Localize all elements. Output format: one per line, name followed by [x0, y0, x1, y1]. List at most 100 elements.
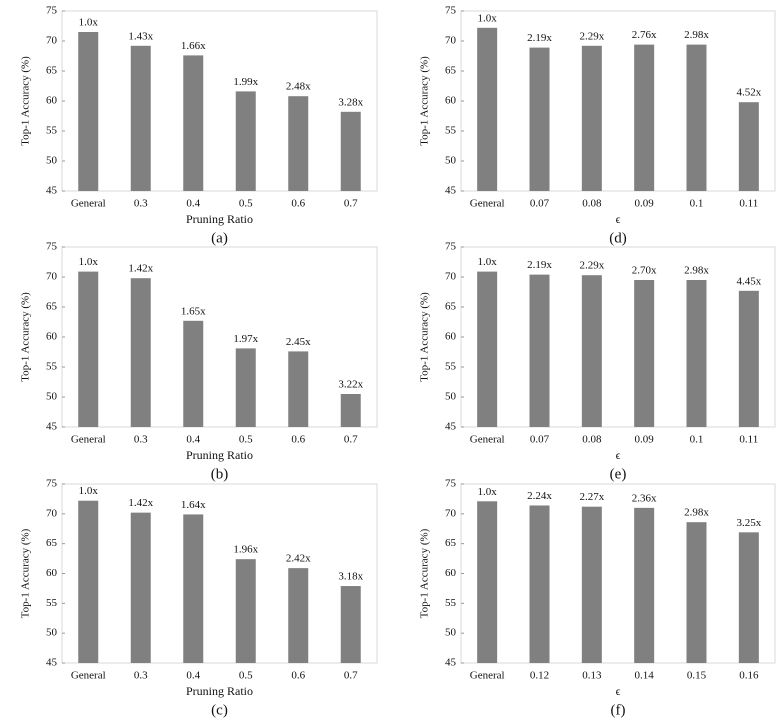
bar	[78, 500, 99, 663]
y-tick-label: 45	[445, 657, 457, 669]
bar-label: 1.65x	[181, 305, 206, 317]
bar-label: 1.0x	[79, 485, 99, 497]
bar	[581, 45, 602, 191]
y-tick-label: 60	[46, 95, 58, 107]
x-tick-label: 0.13	[582, 670, 602, 682]
x-tick-label: 0.5	[239, 434, 253, 446]
y-tick-label: 55	[46, 361, 58, 373]
bar	[738, 102, 759, 191]
bar	[183, 514, 204, 663]
bar	[686, 522, 707, 663]
bar-label: 3.25x	[736, 517, 761, 529]
y-tick-label: 45	[445, 185, 457, 197]
bar	[78, 271, 99, 427]
y-tick-label: 75	[445, 241, 457, 253]
y-tick-label: 75	[46, 5, 58, 17]
caption: (b)	[211, 466, 229, 482]
y-tick-label: 50	[46, 627, 58, 639]
bar	[634, 507, 655, 663]
bar-label: 2.29x	[579, 30, 604, 42]
bar	[130, 512, 151, 663]
x-tick-label: 0.5	[239, 198, 253, 210]
y-axis-label: Top-1 Accuracy (%)	[419, 528, 431, 618]
x-tick-label: 0.16	[739, 670, 759, 682]
x-tick-label: 0.11	[739, 434, 758, 446]
y-axis-label: Top-1 Accuracy (%)	[419, 292, 431, 382]
plot-frame	[61, 246, 378, 428]
bar	[581, 275, 602, 427]
x-tick-label: 0.09	[635, 198, 655, 210]
y-tick-label: 45	[46, 657, 58, 669]
bar	[340, 586, 361, 663]
x-tick-label: 0.3	[134, 670, 148, 682]
y-tick-label: 75	[445, 5, 457, 17]
y-tick-label: 70	[445, 507, 457, 519]
x-axis-label: Pruning Ratio	[186, 448, 253, 462]
bar-label: 2.19x	[527, 259, 552, 271]
bar	[130, 45, 151, 191]
x-axis-label: ϵ	[616, 448, 621, 462]
y-tick-label: 65	[445, 537, 457, 549]
y-tick-label: 65	[46, 65, 58, 77]
bar-label: 1.0x	[478, 256, 498, 268]
bar-label: 2.98x	[684, 29, 709, 41]
bar	[581, 506, 602, 663]
bar-label: 2.36x	[632, 492, 657, 504]
y-axis-label: Top-1 Accuracy (%)	[20, 292, 32, 382]
x-tick-label: 0.7	[344, 670, 358, 682]
x-tick-label: 0.4	[186, 198, 200, 210]
y-tick-label: 65	[46, 537, 58, 549]
y-axis-label: Top-1 Accuracy (%)	[20, 528, 32, 618]
y-tick-label: 65	[46, 301, 58, 313]
y-tick-label: 55	[445, 597, 457, 609]
caption: (d)	[609, 230, 627, 246]
bar	[288, 568, 309, 663]
plot-frame	[460, 246, 776, 428]
y-tick-label: 50	[445, 391, 457, 403]
bar-label: 2.24x	[527, 490, 552, 502]
x-tick-label: 0.3	[134, 198, 148, 210]
x-axis-label: ϵ	[616, 212, 621, 226]
y-axis-label: Top-1 Accuracy (%)	[20, 56, 32, 146]
x-tick-label: 0.15	[687, 670, 707, 682]
x-tick-label: General	[470, 198, 505, 210]
y-tick-label: 55	[445, 125, 457, 137]
bar-label: 1.42x	[128, 497, 153, 509]
caption: (a)	[211, 230, 228, 246]
bar-label: 4.52x	[736, 87, 761, 99]
bar-label: 2.76x	[632, 29, 657, 41]
x-tick-label: 0.1	[690, 198, 704, 210]
x-tick-label: 0.6	[291, 198, 305, 210]
x-tick-label: 0.6	[291, 670, 305, 682]
bar	[529, 274, 550, 427]
bar-label: 2.98x	[684, 265, 709, 277]
y-tick-label: 75	[46, 478, 58, 490]
x-tick-label: 0.7	[344, 434, 358, 446]
y-tick-label: 60	[445, 331, 457, 343]
bar	[130, 278, 151, 427]
y-tick-label: 50	[46, 155, 58, 167]
bar-label: 1.0x	[478, 486, 498, 498]
bar-label: 3.22x	[338, 379, 363, 391]
bar	[529, 505, 550, 663]
x-tick-label: 0.09	[635, 434, 655, 446]
bar-label: 1.0x	[478, 12, 498, 24]
y-axis-label: Top-1 Accuracy (%)	[419, 56, 431, 146]
plot-frame	[460, 10, 776, 192]
x-tick-label: General	[71, 434, 106, 446]
bar	[183, 320, 204, 427]
x-tick-label: General	[71, 198, 106, 210]
x-axis-label: ϵ	[616, 684, 621, 698]
caption: (e)	[610, 466, 627, 482]
y-tick-label: 55	[46, 597, 58, 609]
y-tick-label: 50	[445, 155, 457, 167]
bar-label: 3.28x	[338, 96, 363, 108]
bar-label: 2.45x	[286, 336, 311, 348]
bar-label: 1.42x	[128, 263, 153, 275]
bar	[686, 280, 707, 427]
bar	[477, 271, 498, 427]
bar	[235, 348, 256, 427]
bar-label: 3.18x	[338, 571, 363, 583]
y-tick-label: 45	[445, 421, 457, 433]
y-tick-label: 65	[445, 301, 457, 313]
